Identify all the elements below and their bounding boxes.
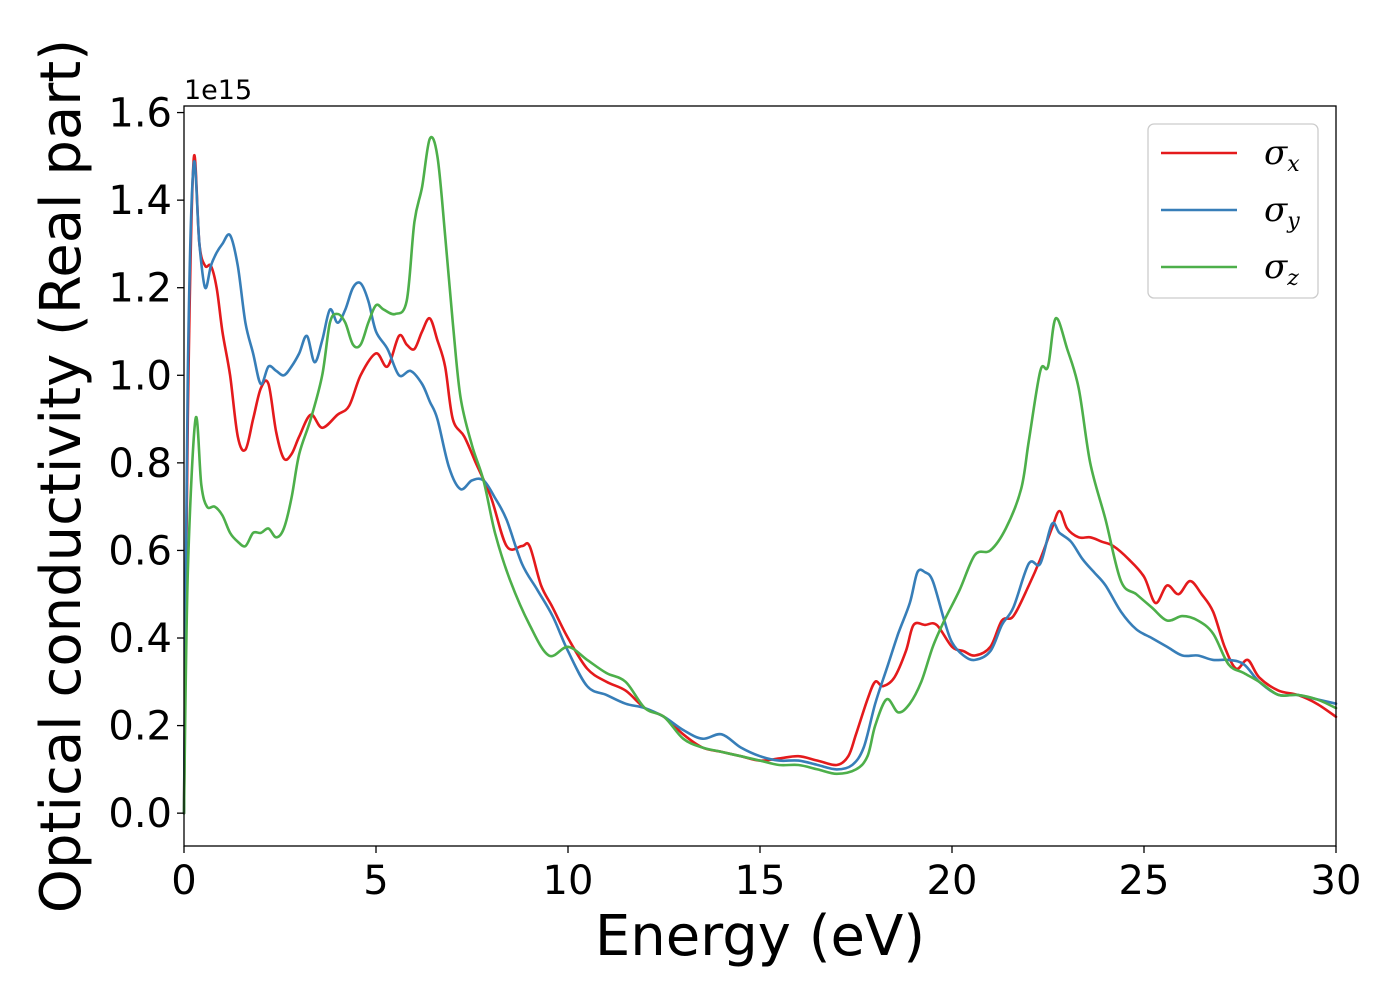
y-offset-text: 1e15	[184, 75, 252, 106]
series-line-x	[182, 154, 1338, 815]
legend: σx σy σz	[1147, 123, 1319, 299]
legend-label-z: σz	[1264, 247, 1299, 291]
legend-label-y: σy	[1264, 190, 1300, 234]
legend-label-x: σx	[1264, 133, 1300, 177]
y-tick-label: 0.6	[108, 528, 172, 574]
y-axis-ticks: 0.0 0.2 0.4 0.6 0.8 1.0 1.2 1.4 1.6	[108, 91, 184, 837]
series-layer	[182, 135, 1338, 815]
x-tick-label: 30	[1311, 858, 1362, 904]
y-tick-label: 0.4	[108, 616, 172, 662]
y-tick-label: 1.2	[108, 266, 172, 312]
y-tick-label: 0.2	[108, 704, 172, 750]
x-tick-label: 5	[363, 858, 388, 904]
x-tick-label: 20	[927, 858, 978, 904]
x-axis-title: Energy (eV)	[595, 904, 925, 969]
x-tick-label: 25	[1119, 858, 1170, 904]
y-tick-label: 0.8	[108, 441, 172, 487]
series-line-y	[182, 160, 1338, 815]
y-tick-label: 1.0	[108, 353, 172, 399]
y-tick-label: 0.0	[108, 791, 172, 837]
y-tick-label: 1.4	[108, 178, 172, 224]
y-axis-title: Optical conductivity (Real part)	[29, 39, 94, 913]
x-tick-label: 0	[171, 858, 196, 904]
x-axis-ticks: 0 5 10 15 20 25 30	[171, 846, 1361, 904]
y-tick-label: 1.6	[108, 91, 172, 137]
x-tick-label: 15	[735, 858, 786, 904]
series-line-z	[182, 135, 1338, 815]
x-tick-label: 10	[543, 858, 594, 904]
